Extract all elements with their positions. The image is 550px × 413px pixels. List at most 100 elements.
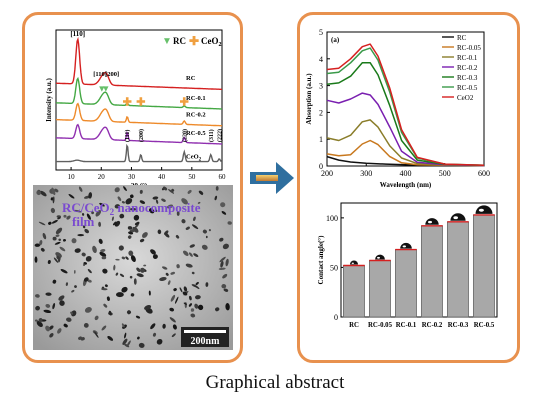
nanoparticle [152, 196, 159, 200]
nanoparticle [63, 238, 66, 242]
nanoparticle [114, 221, 118, 226]
nanoparticle [118, 245, 124, 251]
nanoparticle [134, 221, 140, 226]
nanoparticle [82, 225, 86, 229]
nanoparticle [169, 307, 175, 312]
nanoparticle [193, 284, 200, 289]
nanoparticle [36, 190, 42, 196]
rc-legend-icon: ▼ [162, 36, 172, 47]
nanoparticle [137, 336, 140, 340]
nanoparticle [148, 290, 151, 296]
nanoparticle [185, 226, 190, 230]
xrd-peak-index: (111) [124, 130, 131, 142]
nanoparticle [189, 295, 192, 301]
nanoparticle [78, 336, 83, 340]
nanoparticle [35, 294, 40, 298]
xrd-series-label: CeO2 [186, 154, 202, 163]
nanoparticle [66, 215, 71, 220]
nanoparticle [138, 342, 145, 348]
nanoparticle [152, 254, 158, 260]
uv-legend-label: RC-0.3 [457, 74, 478, 82]
rc-marker-icon: ▼ [97, 84, 106, 94]
xrd-x-tick-label: 60 [219, 173, 227, 181]
nanoparticle [101, 288, 108, 291]
nanoparticle [104, 284, 108, 288]
nanoparticle [63, 214, 67, 218]
nanoparticle [201, 244, 208, 250]
nanoparticle [214, 195, 218, 201]
nanoparticle [139, 238, 145, 243]
nanoparticle [74, 209, 82, 213]
droplet-icon [350, 260, 358, 265]
nanoparticle [45, 303, 51, 308]
nanoparticle [94, 331, 99, 338]
uv-series-line [326, 139, 485, 167]
nanoparticle [48, 325, 54, 330]
ca-category-label: RC-0.5 [474, 322, 495, 329]
nanoparticle [34, 256, 38, 263]
nanoparticle [113, 264, 116, 271]
xrd-peak-index: (311) [208, 129, 215, 142]
nanoparticle [139, 189, 143, 194]
nanoparticle [215, 186, 219, 191]
nanoparticle [188, 252, 193, 257]
xrd-x-tick-label: 30 [128, 173, 136, 181]
nanoparticle [94, 315, 99, 321]
nanoparticle [157, 229, 162, 235]
nanoparticle [84, 307, 92, 313]
uv-y-tick-label: 0 [319, 162, 323, 171]
nanoparticle [135, 315, 141, 319]
ca-frame [340, 202, 498, 318]
uv-x-tick-label: 400 [400, 169, 412, 178]
nanoparticle [83, 322, 89, 328]
ceo2-legend-icon: ✚ [189, 34, 199, 48]
uv-legend-label: CeO2 [457, 94, 474, 102]
droplet-highlight [453, 216, 459, 220]
uv-legend-label: RC-0.05 [457, 44, 481, 52]
nanoparticle [191, 271, 195, 275]
nanoparticle [190, 313, 196, 318]
nanoparticle [205, 282, 209, 287]
nanoparticle [136, 273, 144, 278]
nanoparticle [128, 231, 134, 235]
nanoparticle [85, 255, 92, 262]
nanoparticle [124, 332, 127, 339]
nanoparticle [57, 328, 62, 334]
nanoparticles [34, 186, 232, 348]
nanoparticle [187, 189, 192, 194]
ceo2-marker-icon: ✚ [180, 97, 189, 109]
droplet-highlight [377, 256, 380, 259]
droplet-icon [450, 213, 466, 221]
nanoparticle [197, 304, 204, 311]
nanoparticle [183, 302, 187, 305]
nanoparticle [219, 237, 224, 242]
nanoparticle [173, 288, 177, 292]
nanoparticle [87, 279, 92, 283]
nanoparticle [164, 232, 170, 238]
nanoparticle [83, 263, 86, 266]
nanoparticle [165, 272, 169, 276]
nanoparticle [195, 281, 199, 286]
nanoparticle [121, 256, 126, 260]
nanoparticle [159, 276, 167, 282]
nanoparticle [49, 333, 54, 338]
nanoparticle [181, 198, 188, 205]
nanoparticle [195, 295, 201, 300]
nanoparticle [183, 286, 188, 292]
nanoparticle [133, 278, 137, 285]
droplet-highlight [402, 245, 406, 248]
nanoparticle [100, 249, 106, 253]
ca-bar [472, 214, 495, 318]
nanoparticle [125, 256, 129, 260]
right-arrow-icon [250, 162, 294, 194]
nanoparticle [99, 202, 105, 207]
droplet-highlight [351, 262, 354, 264]
nanoparticle [191, 224, 199, 230]
nanoparticle [127, 310, 131, 315]
xrd-frame [55, 29, 223, 171]
ca-bar [368, 260, 391, 318]
nanoparticle [143, 264, 147, 267]
nanoparticle [52, 236, 57, 241]
nanoparticle [53, 257, 59, 263]
